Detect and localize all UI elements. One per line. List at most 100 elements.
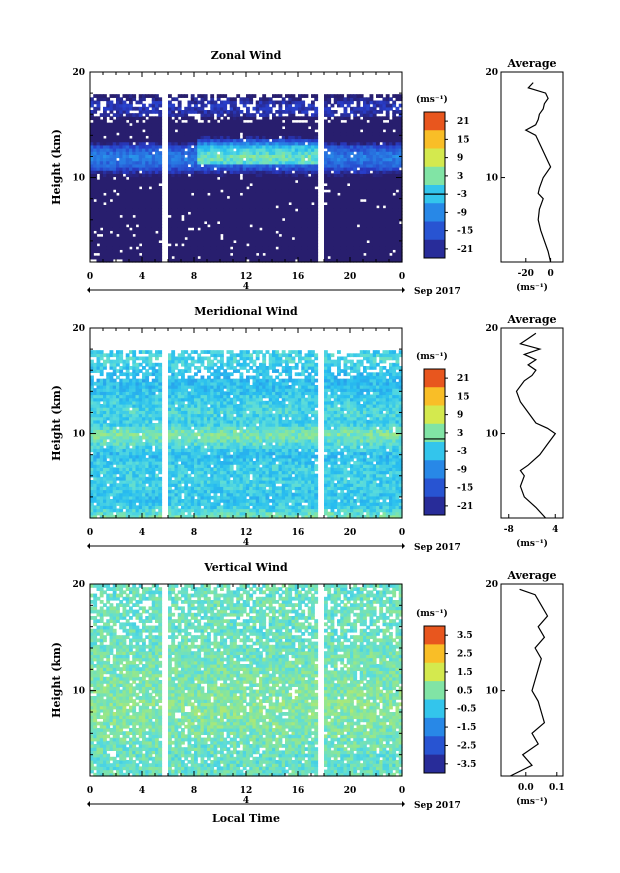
heatmap-cell xyxy=(226,167,231,171)
heatmap-cell xyxy=(255,110,260,114)
heatmap-cell xyxy=(125,167,130,171)
heatmap-cell xyxy=(197,141,202,146)
heatmap-cell xyxy=(171,208,176,212)
heatmap-cell xyxy=(177,233,182,238)
heatmap-cell xyxy=(106,100,111,105)
heatmap-cell xyxy=(265,186,270,190)
heatmap-cell xyxy=(106,97,111,102)
heatmap-cell xyxy=(194,186,198,190)
heatmap-cell xyxy=(145,106,150,111)
heatmap-cell xyxy=(90,189,94,193)
heatmap-cell xyxy=(190,151,195,155)
heatmap-cell xyxy=(177,192,182,197)
heatmap-cell xyxy=(106,179,111,184)
heatmap-cell xyxy=(246,148,250,152)
heatmap-cell xyxy=(93,236,98,241)
heatmap-cell xyxy=(132,170,137,174)
heatmap-cell xyxy=(132,195,137,200)
heatmap-cell xyxy=(148,141,153,146)
heatmap-cell xyxy=(220,94,224,98)
heatmap-cell xyxy=(200,110,205,114)
heatmap-cell xyxy=(109,233,114,238)
heatmap-cell xyxy=(236,233,241,238)
heatmap-cell xyxy=(181,246,185,250)
heatmap-cell xyxy=(203,141,208,146)
heatmap-cell xyxy=(168,246,172,250)
heatmap-cell xyxy=(200,176,205,181)
heatmap-cell xyxy=(138,195,143,200)
heatmap-cell xyxy=(239,129,244,133)
heatmap-cell xyxy=(135,170,140,174)
heatmap-cell xyxy=(148,132,153,136)
heatmap-cell xyxy=(112,227,117,231)
heatmap-cell xyxy=(119,129,124,133)
heatmap-cell xyxy=(155,220,159,225)
heatmap-cell xyxy=(168,220,172,225)
heatmap-cell xyxy=(252,192,257,197)
heatmap-cell xyxy=(93,189,98,193)
heatmap-cell xyxy=(132,157,137,162)
heatmap-cell xyxy=(96,116,101,121)
heatmap-cell xyxy=(262,151,267,155)
heatmap-cell xyxy=(210,182,215,187)
heatmap-cell xyxy=(132,160,137,165)
heatmap-cell xyxy=(233,220,237,225)
heatmap-cell xyxy=(184,220,189,225)
heatmap-cell xyxy=(184,113,189,117)
heatmap-cell xyxy=(119,157,124,162)
heatmap-cell xyxy=(229,239,234,244)
heatmap-cell xyxy=(220,249,224,254)
heatmap-cell xyxy=(229,255,234,260)
heatmap-cell xyxy=(233,160,237,165)
heatmap-cell xyxy=(197,135,202,140)
heatmap-cell xyxy=(174,122,179,127)
colorbar-tick-label: -9 xyxy=(457,208,467,218)
heatmap-cell xyxy=(223,239,228,244)
heatmap-cell xyxy=(203,167,208,171)
heatmap-cell xyxy=(168,224,172,228)
heatmap-cell xyxy=(210,94,215,98)
heatmap-cell xyxy=(187,233,192,238)
heatmap-cell xyxy=(197,246,202,250)
heatmap-cell xyxy=(194,106,198,111)
heatmap-cell xyxy=(96,132,101,136)
heatmap-cell xyxy=(103,97,107,102)
heatmap-cell xyxy=(181,192,185,197)
heatmap-cell xyxy=(255,214,260,219)
heatmap-cell xyxy=(112,157,117,162)
heatmap-cell xyxy=(246,239,250,244)
heatmap-cell xyxy=(138,160,143,165)
heatmap-cell xyxy=(103,122,107,127)
heatmap-cell xyxy=(132,217,137,222)
heatmap-cell xyxy=(138,138,143,143)
heatmap-cell xyxy=(135,179,140,184)
heatmap-cell xyxy=(106,211,111,216)
colorbar-tick-label: 21 xyxy=(457,117,470,127)
heatmap-cell xyxy=(122,135,127,140)
heatmap-cell xyxy=(168,160,172,165)
average-y-tick-label: 20 xyxy=(485,68,498,78)
heatmap-cell xyxy=(200,94,205,98)
heatmap-cell xyxy=(148,110,153,114)
heatmap-cell xyxy=(142,154,146,159)
heatmap-cell xyxy=(116,154,120,159)
heatmap-cell xyxy=(226,230,231,235)
heatmap-cell xyxy=(122,233,127,238)
heatmap-cell xyxy=(229,129,234,133)
heatmap-cell xyxy=(171,135,176,140)
heatmap-cell xyxy=(249,100,254,105)
heatmap-cell xyxy=(249,163,254,168)
heatmap-cell xyxy=(99,119,104,124)
heatmap-cell xyxy=(239,258,244,263)
heatmap-cell xyxy=(90,246,94,250)
heatmap-cell xyxy=(265,116,270,121)
heatmap-cell xyxy=(99,214,104,219)
heatmap-cell xyxy=(109,236,114,241)
heatmap-cell xyxy=(236,151,241,155)
heatmap-cell xyxy=(171,176,176,181)
heatmap-cell xyxy=(142,189,146,193)
heatmap-cell xyxy=(203,176,208,181)
heatmap-cell xyxy=(151,160,156,165)
heatmap-cell xyxy=(90,198,94,203)
heatmap-cell xyxy=(142,135,146,140)
